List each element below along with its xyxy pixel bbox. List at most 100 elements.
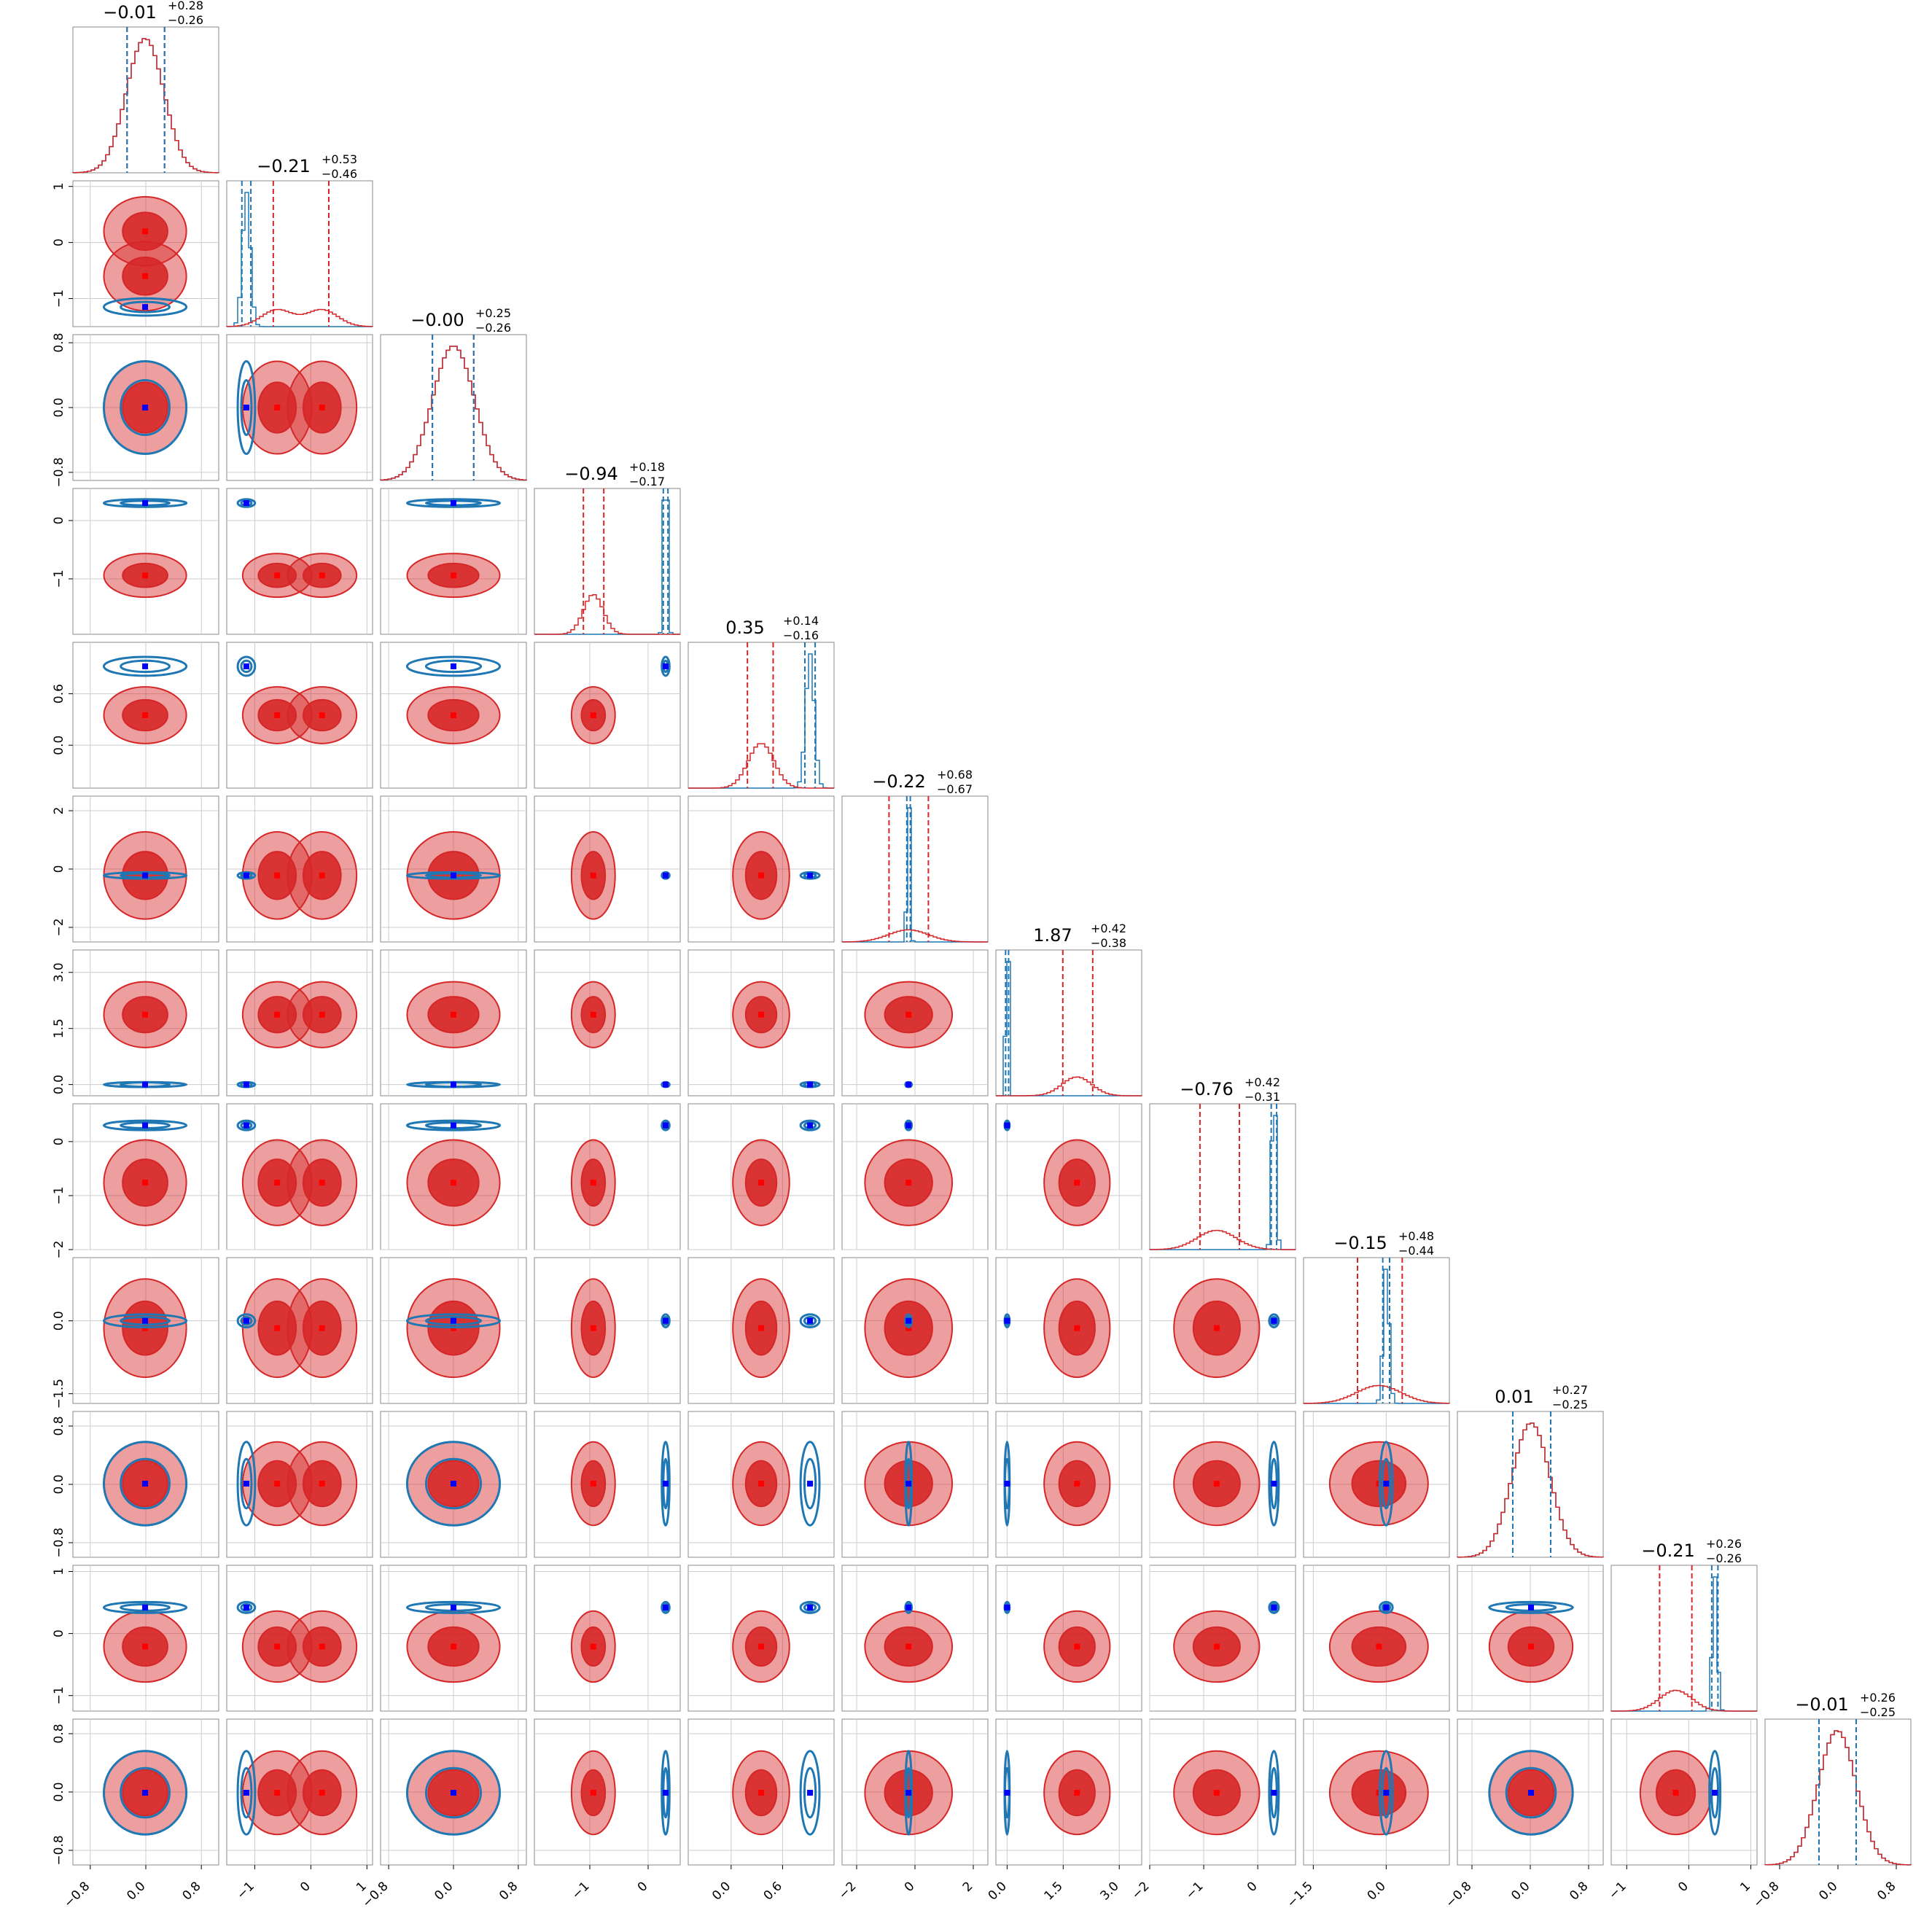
title-lower-error: −0.16 bbox=[783, 628, 819, 642]
blue-contour bbox=[240, 1602, 253, 1612]
red-marker bbox=[142, 572, 149, 579]
red-marker bbox=[1213, 1325, 1220, 1331]
title-lower-error: −0.38 bbox=[1091, 936, 1126, 950]
y-tick-label: −2 bbox=[52, 1240, 66, 1258]
panel-6-5 bbox=[841, 949, 989, 1097]
red-marker bbox=[1213, 1643, 1220, 1650]
blue-marker bbox=[451, 872, 456, 879]
blue-marker bbox=[142, 872, 149, 879]
blue-marker bbox=[663, 1081, 669, 1088]
blue-marker bbox=[663, 1790, 669, 1796]
blue-marker bbox=[142, 304, 149, 311]
x-tick-label: 0.6 bbox=[761, 1879, 785, 1903]
title-upper-error: +0.26 bbox=[1706, 1537, 1742, 1551]
red-marker bbox=[274, 1011, 281, 1018]
blue-marker bbox=[243, 1481, 249, 1487]
panel-frame bbox=[688, 1565, 835, 1712]
panel-9-8 bbox=[1303, 1411, 1450, 1558]
blue-marker bbox=[451, 1790, 456, 1796]
red-marker bbox=[758, 1325, 764, 1331]
y-tick-label: 0 bbox=[52, 865, 66, 873]
title-upper-error: +0.27 bbox=[1552, 1383, 1588, 1397]
y-tick-label: −1 bbox=[52, 1186, 66, 1204]
blue-marker bbox=[1712, 1790, 1718, 1796]
y-tick-label: 0.8 bbox=[52, 333, 66, 353]
blue-contour bbox=[236, 1600, 257, 1614]
title-lower-error: −0.26 bbox=[1706, 1551, 1742, 1565]
red-marker bbox=[142, 228, 149, 235]
x-tick-label: 0 bbox=[1675, 1879, 1691, 1895]
panel-9-3 bbox=[534, 1411, 681, 1558]
red-marker bbox=[319, 1180, 325, 1186]
x-tick-label: 0 bbox=[297, 1879, 313, 1895]
panel-8-5 bbox=[841, 1257, 989, 1404]
blue-marker bbox=[807, 1481, 814, 1487]
panel-6-2 bbox=[380, 949, 527, 1097]
panel-10-4 bbox=[688, 1565, 835, 1712]
x-tick-label: 0 bbox=[902, 1879, 918, 1895]
blue-marker bbox=[243, 1604, 249, 1610]
marginal-title: 1.87 bbox=[1033, 925, 1072, 946]
y-tick-label: 0.0 bbox=[52, 1474, 66, 1494]
y-tick-label: 0.6 bbox=[52, 684, 66, 704]
panel-8-1 bbox=[226, 1257, 373, 1404]
blue-contour bbox=[1268, 1600, 1280, 1614]
blue-contour bbox=[236, 1119, 257, 1131]
y-tick-label: −1 bbox=[52, 1686, 66, 1705]
x-tick-label: −0.8 bbox=[1750, 1879, 1782, 1910]
panel-frame bbox=[995, 949, 1142, 1097]
x-tick-label: −2 bbox=[1129, 1879, 1153, 1902]
panel-8-4 bbox=[688, 1257, 835, 1404]
panel-10-1 bbox=[226, 1565, 373, 1712]
blue-contour bbox=[661, 1600, 671, 1614]
blue-contour bbox=[803, 1602, 817, 1612]
red-marker bbox=[905, 1011, 912, 1018]
blue-contour bbox=[102, 1313, 188, 1328]
red-marker bbox=[590, 1011, 596, 1018]
blue-contour bbox=[803, 1457, 817, 1510]
x-tick-label: 0.0 bbox=[986, 1879, 1010, 1903]
red-marker bbox=[142, 1643, 149, 1650]
blue-contour bbox=[102, 359, 188, 456]
blue-marker bbox=[451, 1317, 456, 1324]
blue-marker bbox=[142, 1081, 149, 1088]
blue-marker bbox=[142, 500, 149, 506]
blue-marker bbox=[142, 1790, 149, 1796]
blue-contour bbox=[120, 1767, 171, 1819]
panel-frame bbox=[226, 949, 373, 1097]
x-tick-label: 0.0 bbox=[432, 1879, 456, 1903]
red-marker bbox=[758, 1481, 764, 1487]
marginal-3: −0.94 +0.18−0.17 bbox=[534, 460, 681, 635]
blue-marker bbox=[451, 1481, 456, 1487]
blue-marker bbox=[243, 1081, 249, 1088]
x-tick-label: −0.8 bbox=[61, 1879, 93, 1910]
panel-5-0 bbox=[72, 795, 219, 943]
panel-frame bbox=[534, 642, 681, 789]
title-lower-error: −0.25 bbox=[1860, 1705, 1896, 1719]
blue-contour bbox=[405, 1119, 502, 1131]
y-tick-label: 0 bbox=[52, 1629, 66, 1637]
x-tick-label: −1 bbox=[234, 1879, 257, 1902]
red-marker bbox=[274, 1790, 281, 1796]
y-tick-label: 0.8 bbox=[52, 1416, 66, 1436]
red-marker bbox=[1074, 1790, 1080, 1796]
panel-frame bbox=[534, 1257, 681, 1404]
panel-10-3 bbox=[534, 1565, 681, 1712]
blue-marker bbox=[1383, 1604, 1390, 1610]
blue-contour bbox=[1379, 1600, 1394, 1614]
title-upper-error: +0.25 bbox=[475, 306, 511, 320]
blue-marker bbox=[1271, 1790, 1277, 1796]
panel-7-6 bbox=[995, 1103, 1142, 1250]
panel-frame bbox=[534, 949, 681, 1097]
panel-frame bbox=[1457, 1411, 1604, 1558]
x-tick-label: 0.8 bbox=[1874, 1879, 1898, 1903]
red-marker bbox=[590, 1790, 596, 1796]
red-marker bbox=[142, 712, 149, 718]
blue-contour bbox=[240, 1315, 253, 1326]
blue-contour bbox=[1379, 1750, 1394, 1836]
blue-marker bbox=[905, 1481, 912, 1487]
panel-10-7 bbox=[1149, 1565, 1296, 1712]
marginal-title: −0.00 bbox=[410, 310, 464, 330]
blue-marker bbox=[451, 1604, 456, 1610]
blue-marker bbox=[451, 500, 456, 506]
